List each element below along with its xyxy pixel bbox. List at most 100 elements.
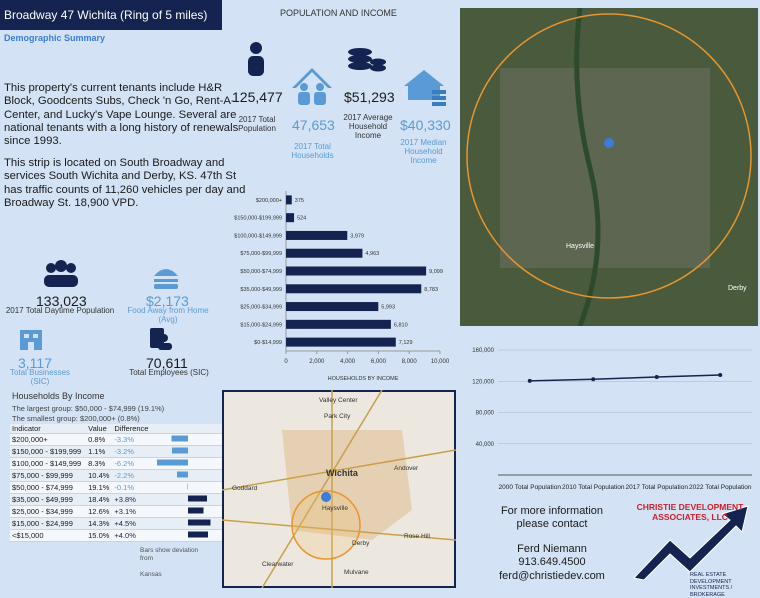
satellite-map: Haysville Derby	[460, 8, 758, 326]
logo-tagline: REAL ESTATE DEVELOPMENT INVESTMENTS / BR…	[690, 572, 733, 598]
employee-icon	[150, 328, 172, 350]
deviation-bar	[188, 519, 211, 526]
table-row: $15,000 - $24,999 14.3% +4.5%	[10, 517, 222, 531]
y-tick-label: $200,000+	[256, 198, 282, 204]
map-label: Rose Hill	[404, 533, 431, 540]
table-cell: $200,000+	[10, 433, 87, 447]
table-footnote: Bars show deviation from Kansas	[140, 547, 198, 579]
river	[574, 8, 601, 326]
map-label: Derby	[352, 540, 370, 547]
table-cell: -3.2%	[112, 445, 152, 459]
table-cell: $50,000 - $74,999	[10, 481, 87, 495]
y-tick-label: $0-$14,999	[254, 340, 282, 346]
deviation-bar	[172, 447, 188, 454]
point	[591, 377, 596, 382]
bar	[286, 319, 391, 329]
data-label: 6,810	[394, 322, 408, 328]
header-cell: Difference	[112, 424, 152, 435]
bar	[286, 195, 292, 205]
bar-cell	[152, 481, 222, 495]
table-cell: 12.6%	[86, 505, 113, 519]
x-tick-label: 2000 Total Population	[499, 484, 562, 491]
bar-cell	[152, 493, 222, 507]
note: Bars show deviation	[140, 547, 199, 554]
data-label: 5,993	[381, 305, 395, 311]
deviation-bar	[171, 435, 188, 442]
table-cell: +3.1%	[112, 505, 152, 519]
y-tick-label: $150,000-$199,999	[234, 216, 282, 222]
map-label: Mulvane	[344, 569, 369, 576]
table-cell: 10.4%	[86, 469, 113, 483]
header-cell	[152, 424, 222, 435]
table-cell: 18.4%	[86, 493, 113, 507]
header-cell: Indicator	[10, 424, 87, 435]
table-cell: 0.8%	[86, 433, 113, 447]
deviation-bar	[188, 507, 204, 514]
x-axis-label: HOUSEHOLDS BY INCOME	[328, 376, 399, 382]
table-header: Indicator Value Difference	[10, 424, 222, 435]
bar	[286, 302, 379, 312]
point	[718, 373, 723, 377]
data-label: 8,783	[424, 287, 438, 293]
table-note: The largest group: $50,000 - $74,999 (19…	[12, 404, 165, 413]
x-tick-label: 8,000	[402, 359, 418, 365]
bar	[286, 266, 427, 276]
bar-cell	[152, 517, 222, 531]
urban-area	[282, 430, 412, 540]
table-row: $50,000 - $74,999 19.1% -0.1%	[10, 481, 222, 495]
data-label: 9,099	[429, 269, 443, 275]
data-label: 7,129	[399, 340, 413, 346]
bar-cell	[152, 433, 222, 447]
x-tick-label: 0	[284, 359, 288, 365]
icons	[20, 42, 446, 350]
deviation-bar	[188, 495, 207, 502]
y-tick-label: $100,000-$149,999	[234, 233, 282, 239]
stat-label: 2017 Average Household Income	[343, 113, 393, 140]
table-cell: $75,000 - $99,999	[10, 469, 87, 483]
stat-label: 2017 Median Household Income	[400, 138, 447, 165]
map-labels: Valley Center Park City Wichita Andover Godd…	[232, 397, 431, 576]
deviation-bar-area	[188, 495, 207, 502]
y-tick-label: $25,000-$34,999	[240, 305, 282, 311]
table-cell: 1.1%	[86, 445, 113, 459]
section-title: POPULATION AND INCOME	[280, 8, 397, 18]
table-row: $35,000 - $49,999 18.4% +3.8%	[10, 493, 222, 507]
deviation-bar	[188, 531, 208, 538]
data-label: 524	[297, 216, 306, 222]
stat-label: Food Away from Home (Avg)	[127, 306, 209, 324]
map-label: Haysville	[566, 243, 594, 250]
person-icon	[248, 42, 264, 76]
x-tick-label: 2010 Total Population	[562, 484, 625, 491]
x-tick-label: 2,000	[309, 359, 325, 365]
table-cell: 14.3%	[86, 517, 113, 531]
stat-label: 2017 Total Households	[291, 142, 334, 160]
bar-cell	[152, 457, 222, 471]
deviation-bar-area	[172, 447, 188, 454]
table-row: <$15,000 15.0% +4.0%	[10, 529, 222, 543]
table-note: The smallest group: $200,000+ (0.8%)	[12, 414, 140, 423]
ring	[466, 13, 752, 299]
table-cell: -2.2%	[112, 469, 152, 483]
data-label: 375	[295, 198, 304, 204]
deviation-bar	[187, 483, 188, 490]
stat-value: $2,173	[146, 293, 189, 309]
deviation-bar-area	[188, 531, 208, 538]
deviation-bar-area	[187, 483, 188, 490]
bar	[286, 230, 348, 240]
bar-cell	[152, 469, 222, 483]
urban-area	[500, 68, 710, 268]
table-cell: $35,000 - $49,999	[10, 493, 87, 507]
data-label: 4,963	[365, 251, 379, 257]
house-coins-icon	[404, 70, 446, 106]
bar	[286, 337, 396, 347]
table-cell: -0.1%	[112, 481, 152, 495]
point	[654, 374, 659, 379]
contact-email: ferd@christiedev.com	[499, 570, 605, 582]
note: Kansas	[140, 571, 162, 578]
bar-cell	[152, 529, 222, 543]
logo	[633, 505, 749, 581]
line	[529, 374, 721, 382]
deviation-bar-area	[188, 507, 204, 514]
map-label: Clearwater	[262, 561, 294, 568]
